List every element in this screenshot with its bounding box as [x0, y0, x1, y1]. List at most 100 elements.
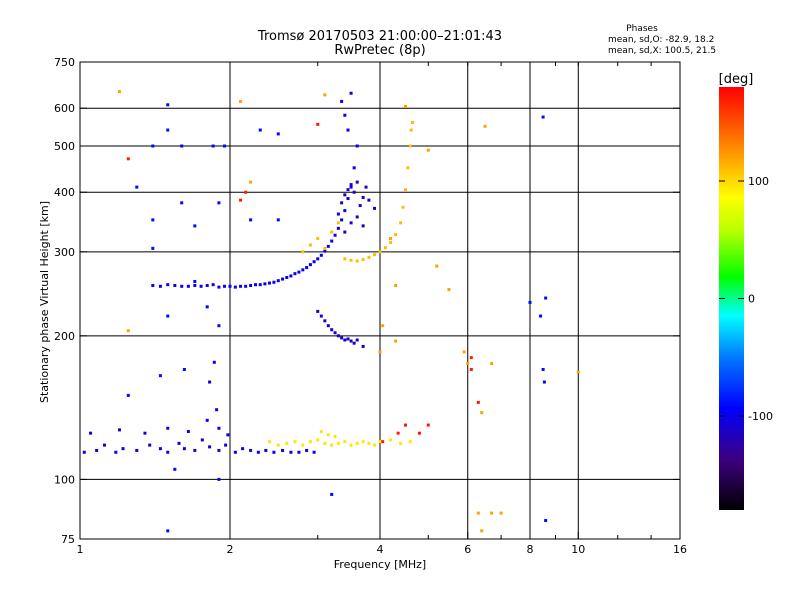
data-point — [285, 276, 289, 280]
data-point — [330, 328, 334, 332]
y-tick-label: 600 — [54, 102, 75, 115]
data-point — [173, 283, 177, 287]
data-point — [378, 350, 382, 354]
data-point — [352, 341, 356, 345]
data-point — [469, 367, 473, 371]
data-point — [373, 253, 377, 257]
data-point — [217, 448, 221, 452]
data-point — [389, 236, 393, 240]
data-point — [135, 185, 139, 189]
data-points — [82, 90, 580, 533]
data-point — [541, 115, 545, 119]
data-point — [544, 296, 548, 300]
data-point — [285, 441, 289, 445]
data-point — [212, 360, 216, 364]
data-point — [233, 285, 237, 289]
data-point — [399, 441, 403, 445]
data-point — [367, 255, 371, 259]
data-point — [394, 283, 398, 287]
y-axis-ticks: 75 100 200 300 400 500 600 750 — [54, 56, 680, 546]
x-axis-label: Frequency [MHz] — [334, 558, 426, 571]
data-point — [316, 309, 320, 313]
data-point — [208, 445, 212, 449]
data-point — [361, 258, 365, 262]
data-point — [330, 492, 334, 496]
data-point — [217, 426, 221, 430]
data-point — [355, 144, 359, 148]
data-point — [408, 144, 412, 148]
data-point — [330, 443, 334, 447]
data-point — [305, 448, 309, 452]
data-point — [396, 431, 400, 435]
data-point — [373, 206, 377, 210]
data-point — [349, 258, 353, 262]
data-point — [316, 438, 320, 442]
data-point — [264, 448, 268, 452]
data-point — [89, 431, 93, 435]
data-point — [319, 430, 323, 434]
data-point — [267, 440, 271, 444]
data-point — [330, 230, 334, 234]
data-point — [336, 334, 340, 338]
data-point — [417, 431, 421, 435]
grid-lines — [80, 62, 680, 539]
data-point — [272, 280, 276, 284]
data-point — [126, 329, 130, 333]
stats-line-o: mean, sd,O: -82.9, 18.2 — [608, 35, 714, 45]
data-point — [435, 264, 439, 268]
x-tick-label: 8 — [527, 543, 534, 556]
data-point — [258, 283, 262, 287]
data-point — [426, 148, 430, 152]
data-point — [343, 113, 347, 117]
data-point — [389, 240, 393, 244]
y-tick-label: 75 — [61, 533, 75, 546]
data-point — [249, 448, 253, 452]
data-point — [308, 263, 312, 267]
data-point — [180, 144, 184, 148]
data-point — [343, 338, 347, 342]
data-point — [544, 519, 548, 523]
data-point — [352, 166, 356, 170]
data-point — [466, 361, 470, 365]
data-point — [228, 284, 232, 288]
data-point — [177, 441, 181, 445]
data-point — [301, 268, 305, 272]
data-point — [249, 283, 253, 287]
data-point — [346, 337, 350, 341]
data-point — [166, 426, 170, 430]
data-point — [226, 433, 230, 437]
data-point — [289, 274, 293, 278]
data-point — [336, 212, 340, 216]
data-point — [336, 441, 340, 445]
data-point — [182, 447, 186, 451]
data-point — [211, 144, 215, 148]
data-point — [193, 283, 197, 287]
data-point — [367, 198, 371, 202]
data-point — [340, 218, 344, 222]
data-point — [301, 443, 305, 447]
data-point — [217, 324, 221, 328]
data-point — [528, 300, 532, 304]
data-point — [394, 339, 398, 343]
data-point — [193, 279, 197, 283]
data-point — [305, 266, 309, 270]
data-point — [276, 132, 280, 136]
data-point — [319, 253, 323, 257]
data-point — [323, 93, 327, 97]
data-point — [166, 529, 170, 533]
data-point — [336, 226, 340, 230]
data-point — [469, 356, 473, 360]
data-point — [364, 185, 368, 189]
data-point — [205, 418, 209, 422]
data-point — [323, 441, 327, 445]
data-point — [293, 272, 297, 276]
data-point — [249, 218, 253, 222]
data-point — [403, 188, 407, 192]
data-point — [326, 244, 330, 248]
data-point — [349, 339, 353, 343]
data-point — [217, 285, 221, 289]
colorbar-tick-label: -100 — [748, 410, 773, 423]
data-point — [166, 283, 170, 287]
stats-heading: Phases — [626, 24, 658, 34]
data-point — [476, 400, 480, 404]
